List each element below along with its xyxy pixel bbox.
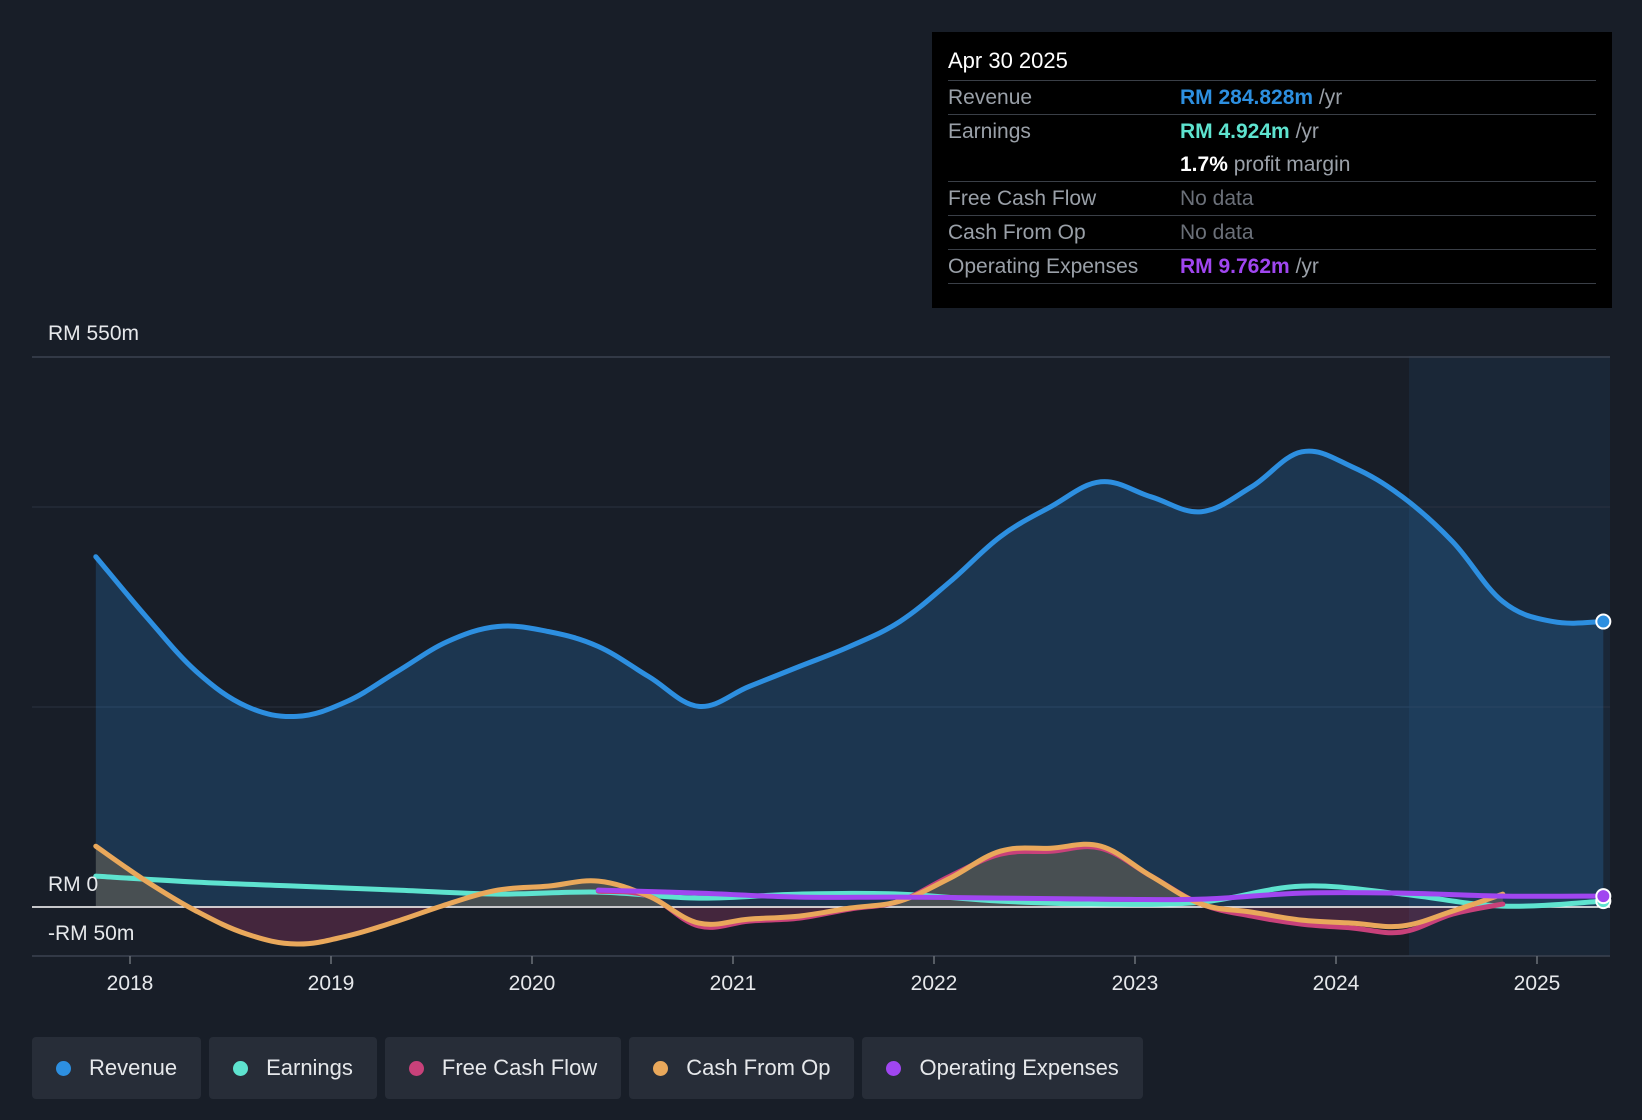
chart-legend: Revenue Earnings Free Cash Flow Cash Fro… (32, 1037, 1143, 1099)
legend-dot-icon (56, 1060, 71, 1076)
series-line-cash-from-op (93, 841, 1506, 947)
legend-dot-icon (408, 1060, 424, 1076)
legend-label: Cash From Op (686, 1055, 831, 1080)
tooltip-unit: /yr (1318, 86, 1343, 109)
end-marker-revenue (1595, 613, 1612, 630)
legend-label: Earnings (266, 1055, 353, 1080)
x-tick-label: 2023 (1112, 972, 1159, 995)
tooltip-value: No data (1180, 221, 1254, 244)
series-line-earnings (93, 873, 1606, 909)
tooltip-label (948, 148, 1180, 181)
legend-item-cash-from-op[interactable]: Cash From Op (629, 1037, 855, 1099)
forecast-region (1409, 356, 1610, 956)
cash-from-op-area-positive (95, 844, 1503, 907)
y-label-top: RM 550m (48, 322, 139, 345)
tooltip-row-earnings: Earnings RM 4.924m /yr (948, 115, 1596, 148)
cash-from-op-area-negative (187, 906, 1468, 945)
data-tooltip: Apr 30 2025 Revenue RM 284.828m /yr Earn… (932, 32, 1612, 308)
tooltip-value: No data (1180, 187, 1254, 210)
tooltip-label: Revenue (948, 86, 1033, 109)
legend-label: Revenue (89, 1055, 178, 1080)
y-label-zero: RM 0 (48, 873, 98, 896)
y-label-bottom: -RM 50m (48, 922, 134, 945)
tooltip-unit: /yr (1295, 120, 1319, 143)
tooltip-label: Free Cash Flow (948, 187, 1097, 210)
tooltip-date: Apr 30 2025 (948, 46, 1596, 81)
x-tick-label: 2018 (107, 972, 154, 995)
tooltip-row-revenue: Revenue RM 284.828m /yr (948, 81, 1596, 115)
legend-dot-icon (886, 1060, 902, 1076)
tooltip-row-operating-expenses: Operating Expenses RM 9.762m /yr (948, 250, 1596, 284)
revenue-area (95, 451, 1604, 907)
tooltip-row-free-cash-flow: Free Cash Flow No data (948, 182, 1596, 216)
tooltip-row-cash-from-op: Cash From Op No data (948, 216, 1596, 250)
x-tick-label: 2025 (1514, 972, 1561, 995)
legend-item-free-cash-flow[interactable]: Free Cash Flow (384, 1037, 622, 1099)
legend-label: Operating Expenses (919, 1055, 1119, 1080)
x-tick-label: 2024 (1313, 972, 1360, 995)
legend-item-earnings[interactable]: Earnings (209, 1037, 377, 1099)
legend-item-operating-expenses[interactable]: Operating Expenses (862, 1037, 1143, 1099)
tooltip-value: RM 284.828m (1180, 86, 1314, 109)
tooltip-row-profit-margin: 1.7% profit margin (948, 148, 1596, 182)
end-marker-operating-expenses (1595, 888, 1612, 905)
x-tick-label: 2020 (509, 972, 556, 995)
tooltip-label: Operating Expenses (948, 255, 1139, 278)
series-line-operating-expenses (595, 887, 1606, 903)
tooltip-label: Cash From Op (948, 221, 1086, 244)
tooltip-value: 1.7% (1180, 153, 1228, 176)
tooltip-unit: profit margin (1233, 153, 1351, 176)
tooltip-label: Earnings (948, 120, 1031, 143)
tooltip-value: RM 9.762m (1180, 255, 1290, 278)
tooltip-value: RM 4.924m (1180, 120, 1290, 143)
legend-dot-icon (653, 1060, 669, 1076)
x-tick-label: 2022 (911, 972, 958, 995)
x-tick-label: 2019 (308, 972, 355, 995)
series-line-revenue (93, 448, 1606, 720)
legend-item-revenue[interactable]: Revenue (32, 1037, 202, 1099)
legend-dot-icon (233, 1060, 249, 1076)
x-tick-label: 2021 (710, 972, 757, 995)
tooltip-unit: /yr (1295, 255, 1319, 278)
legend-label: Free Cash Flow (441, 1055, 598, 1080)
